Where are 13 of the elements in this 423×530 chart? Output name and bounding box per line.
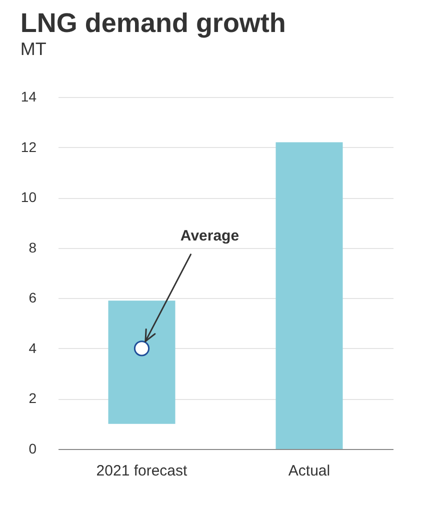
y-tick-label: 14 xyxy=(20,88,37,104)
y-tick-label: 8 xyxy=(28,239,37,256)
annotation: Average xyxy=(180,227,240,244)
x-tick-label: 2021 forecast xyxy=(96,462,188,480)
y-tick-label: 10 xyxy=(20,189,37,206)
y-tick-label: 12 xyxy=(20,138,37,155)
chart-subtitle: MT xyxy=(20,39,46,59)
x-tick-label: Actual xyxy=(288,462,330,480)
y-tick-label: 4 xyxy=(28,340,37,356)
y-tick-label: 2 xyxy=(28,390,37,406)
chart-title: LNG demand growth xyxy=(20,8,286,38)
y-tick-label: 6 xyxy=(28,290,37,306)
y-tick-label: 0 xyxy=(28,440,37,456)
